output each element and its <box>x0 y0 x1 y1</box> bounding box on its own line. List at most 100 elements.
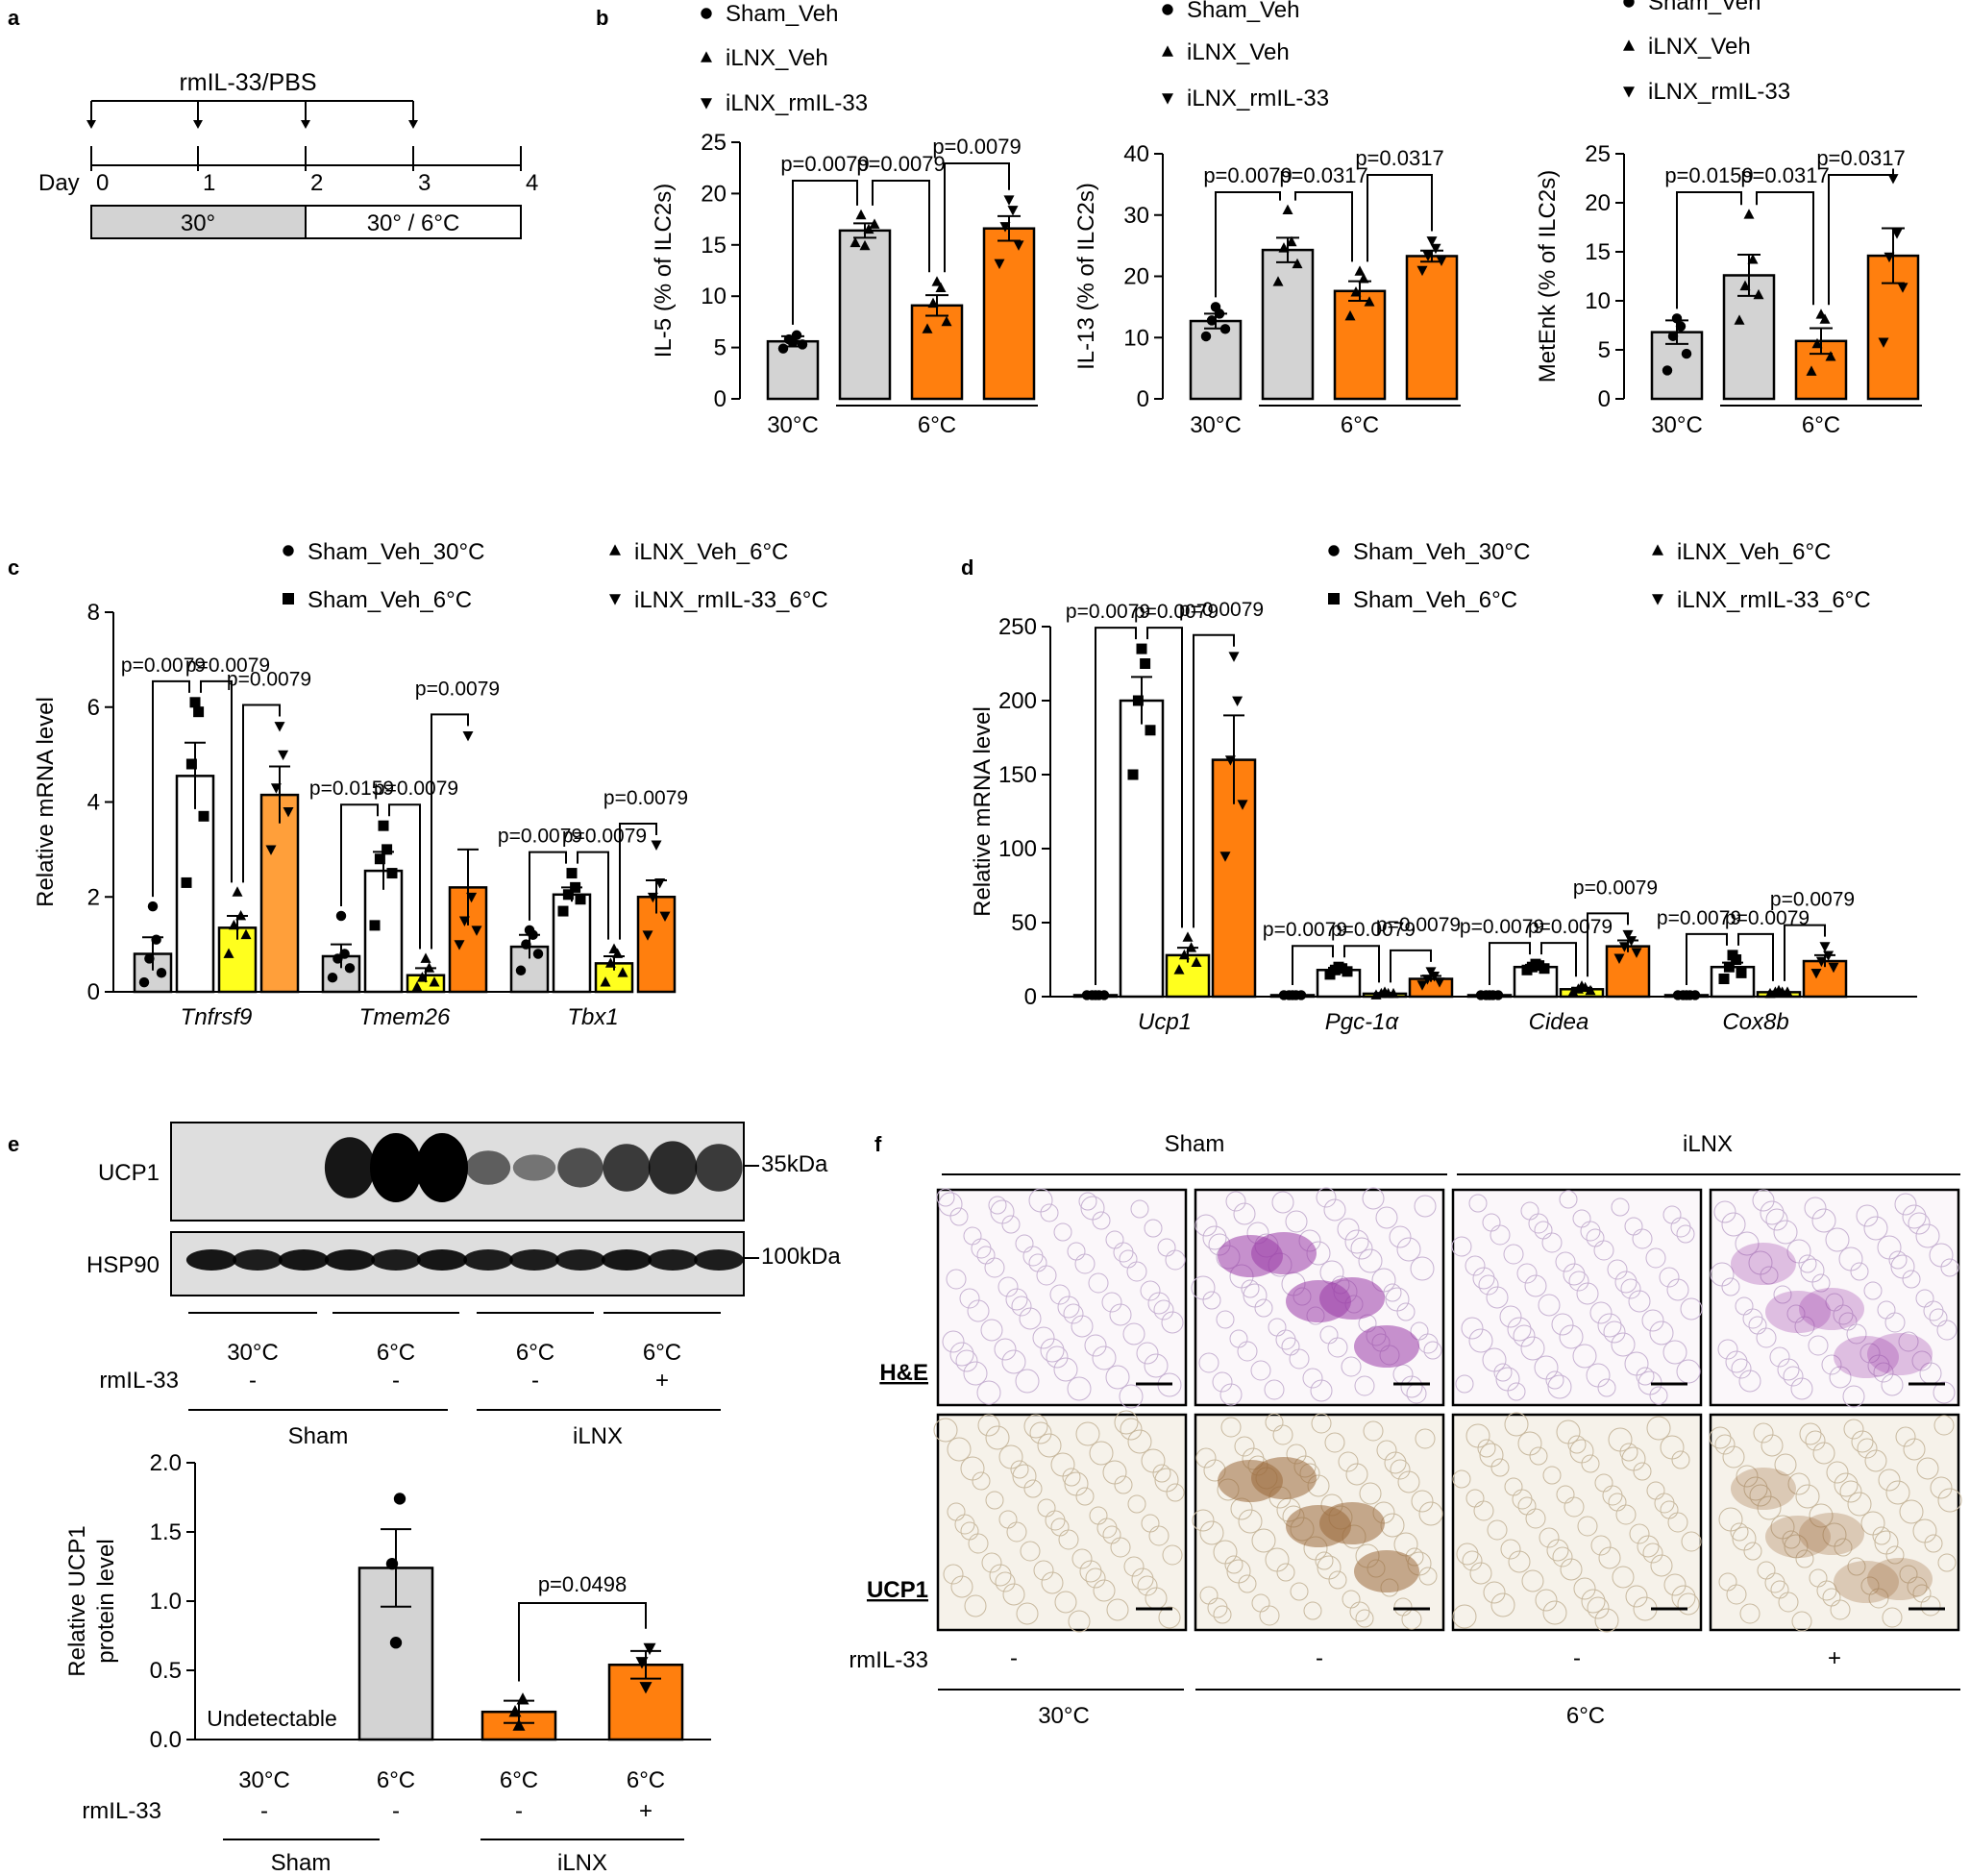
adipocyte-outline <box>1547 1374 1572 1399</box>
data-point <box>151 934 161 945</box>
adipocyte-outline <box>1504 1412 1529 1437</box>
adipocyte-outline <box>1423 1341 1442 1360</box>
legend-label: iLNX_Veh <box>726 45 828 71</box>
adipocyte-outline <box>1885 1480 1910 1505</box>
data-point <box>850 236 861 248</box>
adipocyte-outline <box>1843 1419 1864 1440</box>
data-point <box>1811 337 1823 349</box>
data-point <box>1530 958 1541 970</box>
data-point <box>1350 286 1362 297</box>
data-point <box>654 878 666 889</box>
y-tick-label: 20 <box>1123 264 1149 290</box>
data-point <box>235 909 247 921</box>
data-point <box>1145 725 1156 736</box>
data-point <box>411 981 423 992</box>
adipocyte-outline <box>1546 1539 1569 1562</box>
data-point <box>1219 852 1231 862</box>
adipocyte-outline <box>1572 1344 1597 1369</box>
adipocyte-outline <box>997 1276 1019 1297</box>
data-point <box>1200 331 1212 342</box>
adipocyte-outline <box>1929 1308 1948 1327</box>
blot-band <box>416 1249 468 1271</box>
adipocyte-outline <box>1317 1555 1342 1580</box>
adipocyte-outline <box>1586 1228 1605 1247</box>
adipocyte-outline <box>1153 1299 1174 1321</box>
category-label: Tmem26 <box>359 1004 451 1030</box>
legend-label: Sham_Veh_6°C <box>308 587 472 613</box>
data-point <box>385 1557 399 1570</box>
data-point <box>147 901 159 912</box>
adipocyte-outline <box>1517 1496 1537 1516</box>
data-point <box>181 876 192 888</box>
adipocyte-outline <box>1864 1449 1887 1472</box>
blot-band <box>416 1133 468 1202</box>
adipocyte-outline <box>1311 1413 1332 1434</box>
adipocyte-outline <box>1122 1322 1145 1345</box>
adipocyte-outline <box>1131 1567 1154 1591</box>
adipocyte-outline <box>1628 1290 1651 1313</box>
adipocyte-outline <box>1396 1237 1421 1262</box>
adipocyte-outline <box>1415 1428 1436 1449</box>
adipocyte-outline <box>990 1199 1015 1224</box>
adipocyte-outline <box>1012 1464 1037 1489</box>
adipocyte-outline <box>1157 1238 1176 1257</box>
bar <box>1333 289 1387 401</box>
adipocyte-outline <box>1310 1379 1333 1402</box>
y-tick-label: 10 <box>701 284 726 309</box>
significance-bracket <box>1367 174 1433 262</box>
adipocyte-outline <box>1324 1432 1345 1453</box>
bar <box>982 227 1036 401</box>
adipocyte-outline <box>1085 1567 1106 1589</box>
adipocyte-outline <box>980 1319 1003 1342</box>
p-value-label: p=0.0079 <box>1573 876 1658 899</box>
adipocyte-outline <box>1860 1511 1885 1536</box>
data-point <box>797 339 808 350</box>
adipocyte-outline <box>998 1510 1018 1529</box>
data-point <box>1434 977 1445 988</box>
adipocyte-outline <box>1219 1383 1243 1406</box>
adipocyte-outline <box>1067 1376 1092 1401</box>
adipocyte-outline <box>1735 1296 1754 1316</box>
adipocyte-outline <box>1637 1535 1660 1558</box>
adipocyte-outline <box>1114 1475 1133 1494</box>
blot-band <box>557 1148 603 1188</box>
adipocyte-outline <box>1105 1230 1124 1249</box>
data-point <box>1140 658 1151 669</box>
adipocyte-outline <box>1589 1301 1613 1324</box>
adipocyte-outline <box>995 1571 1016 1592</box>
adipocyte-outline <box>1559 1190 1578 1209</box>
adipocyte-outline <box>1507 1317 1532 1342</box>
significance-bracket <box>529 851 567 921</box>
data-point <box>240 928 252 940</box>
adipocyte-outline <box>1195 1447 1217 1469</box>
adipocyte-outline <box>1418 1501 1443 1526</box>
adipocyte-outline <box>1216 1310 1235 1329</box>
adipocyte-outline <box>1015 1369 1040 1394</box>
adipocyte-outline <box>1053 1357 1078 1382</box>
data-point <box>1379 986 1391 997</box>
legend-marker <box>1162 93 1173 105</box>
y-tick-label: 15 <box>1585 239 1611 265</box>
adipocyte-outline <box>1199 1586 1219 1605</box>
adipocyte-outline <box>1598 1546 1621 1569</box>
adipocyte-outline <box>1102 1460 1127 1485</box>
significance-bracket <box>1587 912 1629 977</box>
data-point <box>1878 337 1889 348</box>
image-frame <box>1451 1413 1703 1632</box>
data-point <box>1806 365 1817 376</box>
adipocyte-outline <box>1624 1351 1649 1376</box>
adipocyte-outline <box>1079 1560 1102 1583</box>
adipocyte-outline <box>1567 1435 1587 1454</box>
adipocyte-outline <box>1916 1457 1939 1480</box>
adipocyte-outline <box>1063 1303 1084 1324</box>
adipocyte-outline <box>1233 1202 1256 1225</box>
data-point <box>935 282 947 293</box>
significance-bracket <box>1676 191 1742 309</box>
adipocyte-outline <box>1520 1201 1539 1221</box>
blot-rmil33-sign: - <box>531 1368 539 1394</box>
data-point <box>1425 967 1437 977</box>
blot-row-label: UCP1 <box>98 1160 160 1186</box>
adipocyte-outline <box>976 1380 1001 1405</box>
data-point <box>1828 962 1839 974</box>
data-point <box>1090 990 1101 1000</box>
